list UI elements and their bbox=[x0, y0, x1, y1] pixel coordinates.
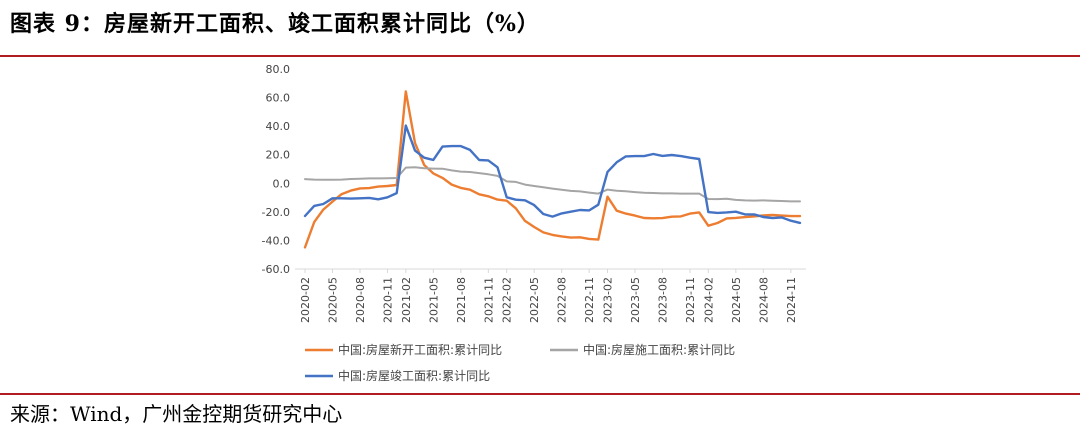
chart-legend: 中国:房屋新开工面积:累计同比 中国:房屋施工面积:累计同比中国:房屋竣工面积:累… bbox=[305, 342, 735, 383]
title-divider bbox=[0, 55, 1080, 57]
x-tick-label: 2020-05 bbox=[327, 277, 340, 323]
page-title: 图表 9：房屋新开工面积、竣工面积累计同比（%） bbox=[10, 11, 540, 37]
x-tick-label: 2020-11 bbox=[382, 277, 395, 323]
x-tick-label: 2023-02 bbox=[602, 277, 615, 323]
series-line-1 bbox=[303, 90, 802, 249]
x-tick-label: 2023-08 bbox=[657, 277, 670, 323]
y-tick-label: 60.0 bbox=[266, 92, 291, 105]
x-tick-label: 2024-02 bbox=[702, 277, 715, 323]
y-tick-label: -60.0 bbox=[262, 263, 290, 276]
x-tick-label: 2020-02 bbox=[299, 277, 312, 323]
source-note: 来源：Wind，广州金控期货研究中心 bbox=[10, 402, 343, 426]
series-line-3 bbox=[303, 124, 802, 225]
x-tick-label: 2020-08 bbox=[354, 277, 367, 323]
x-tick-label: 2022-08 bbox=[556, 277, 569, 323]
x-tick-label: 2022-02 bbox=[501, 277, 514, 323]
x-tick-label: 2021-05 bbox=[427, 277, 440, 323]
x-tick-label: 2024-08 bbox=[757, 277, 770, 323]
y-tick-label: -20.0 bbox=[262, 206, 290, 219]
series-line-2 bbox=[304, 166, 801, 203]
y-tick-label: 0.0 bbox=[273, 177, 291, 190]
x-tick-label: 2021-02 bbox=[400, 277, 413, 323]
y-tick-label: -40.0 bbox=[262, 234, 290, 247]
source-divider bbox=[0, 393, 1080, 395]
series-lines bbox=[303, 90, 802, 249]
x-tick-label: 2021-08 bbox=[455, 277, 468, 323]
legend-label-1: 中国:房屋新开工面积:累计同比 bbox=[338, 342, 502, 357]
y-tick-label: 40.0 bbox=[266, 120, 291, 133]
legend-label-3: 中国:房屋竣工面积:累计同比 bbox=[338, 368, 490, 383]
y-tick-label: 20.0 bbox=[266, 149, 291, 162]
y-tick-label: 80.0 bbox=[266, 63, 291, 76]
x-tick-label: 2024-11 bbox=[785, 277, 798, 323]
x-tick-label: 2023-05 bbox=[629, 277, 642, 323]
x-tick-label: 2023-11 bbox=[684, 277, 697, 323]
axes: 80.0 60.0 40.0 20.0 0.0 -20.0 -40.0 -60.0 2020-0… bbox=[262, 63, 806, 323]
x-tick-label: 2021-11 bbox=[482, 277, 495, 323]
legend-label-2: 中国:房屋施工面积:累计同比 bbox=[583, 342, 735, 357]
x-tick-label: 2022-11 bbox=[583, 277, 596, 323]
x-tick-label: 2024-05 bbox=[730, 277, 743, 323]
x-tick-label: 2022-05 bbox=[528, 277, 541, 323]
